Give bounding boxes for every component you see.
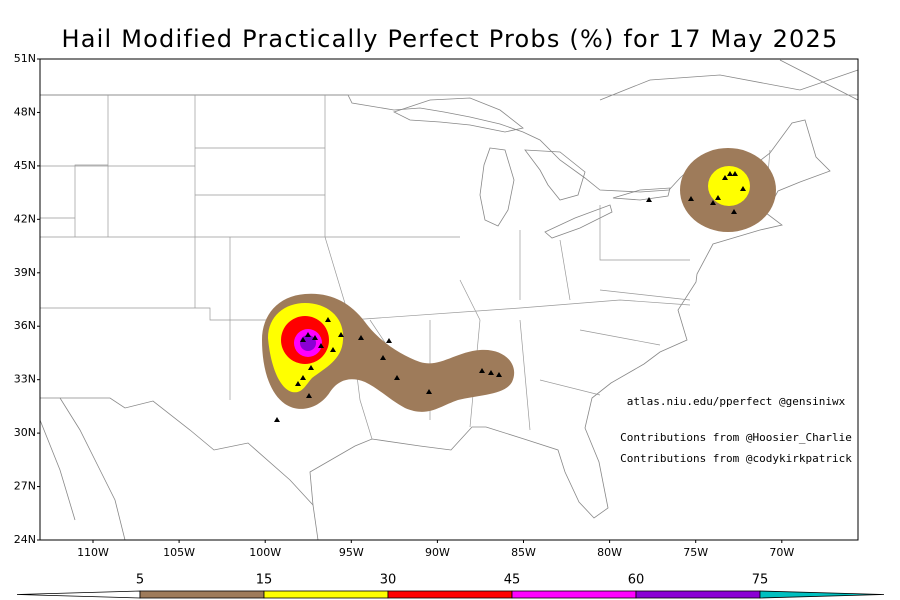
latitude-label: 51N	[14, 52, 36, 65]
latitude-label: 33N	[14, 373, 36, 386]
latitude-label: 39N	[14, 266, 36, 279]
colorbar: 5 15 30 45 60 75	[16, 573, 885, 599]
lake-superior	[392, 97, 524, 133]
latitude-label: 36N	[14, 319, 36, 332]
colorbar-segment	[387, 590, 513, 599]
colorbar-label: 45	[504, 573, 521, 588]
annotation: Contributions from @Hoosier_Charlie	[620, 431, 852, 444]
lake-ontario	[612, 187, 671, 201]
annotation: Contributions from @codykirkpatrick	[620, 452, 852, 465]
longitude-label: 110W	[77, 546, 109, 559]
longitude-label: 90W	[425, 546, 450, 559]
colorbar-label: 5	[136, 573, 144, 588]
lake-huron	[524, 149, 586, 201]
title: Hail Modified Practically Perfect Probs …	[62, 25, 839, 53]
latitude-label: 42N	[14, 212, 36, 225]
map-frame	[39, 58, 859, 541]
latitude-label: 24N	[14, 533, 36, 546]
colorbar-label: 75	[752, 573, 769, 588]
us-outline	[40, 94, 831, 519]
colorbar-label: 60	[628, 573, 645, 588]
basemap	[39, 59, 859, 541]
colorbar-segment	[139, 590, 265, 599]
colorbar-segment	[511, 590, 637, 599]
canada-line	[40, 59, 859, 101]
annotation: atlas.niu.edu/pperfect @gensiniwx	[627, 395, 846, 408]
lake-erie	[544, 204, 613, 239]
colorbar-segment	[263, 590, 389, 599]
longitude-label: 75W	[683, 546, 708, 559]
colorbar-segment	[759, 590, 885, 599]
annotations: atlas.niu.edu/pperfect @gensiniwx Contrib…	[620, 395, 852, 465]
latitude-label: 48N	[14, 105, 36, 118]
colorbar-segment	[635, 590, 761, 599]
colorbar-label: 15	[256, 573, 273, 588]
colorbar-segment	[16, 590, 141, 599]
graticule-labels: 51N 48N 45N 42N 39N 36N 33N 30N 27N 24N 110W 105W 10…	[14, 52, 795, 559]
latitude-label: 30N	[14, 426, 36, 439]
longitude-label: 70W	[769, 546, 794, 559]
latitude-label: 27N	[14, 480, 36, 493]
contour-15	[708, 166, 750, 206]
longitude-label: 80W	[597, 546, 622, 559]
longitude-label: 95W	[339, 546, 364, 559]
longitude-label: 85W	[511, 546, 536, 559]
lake-michigan	[479, 147, 515, 227]
longitude-label: 105W	[163, 546, 195, 559]
colorbar-label: 30	[380, 573, 397, 588]
longitude-label: 100W	[249, 546, 281, 559]
probability-contours	[262, 148, 776, 412]
mexico-coast	[39, 397, 319, 541]
latitude-label: 45N	[14, 159, 36, 172]
